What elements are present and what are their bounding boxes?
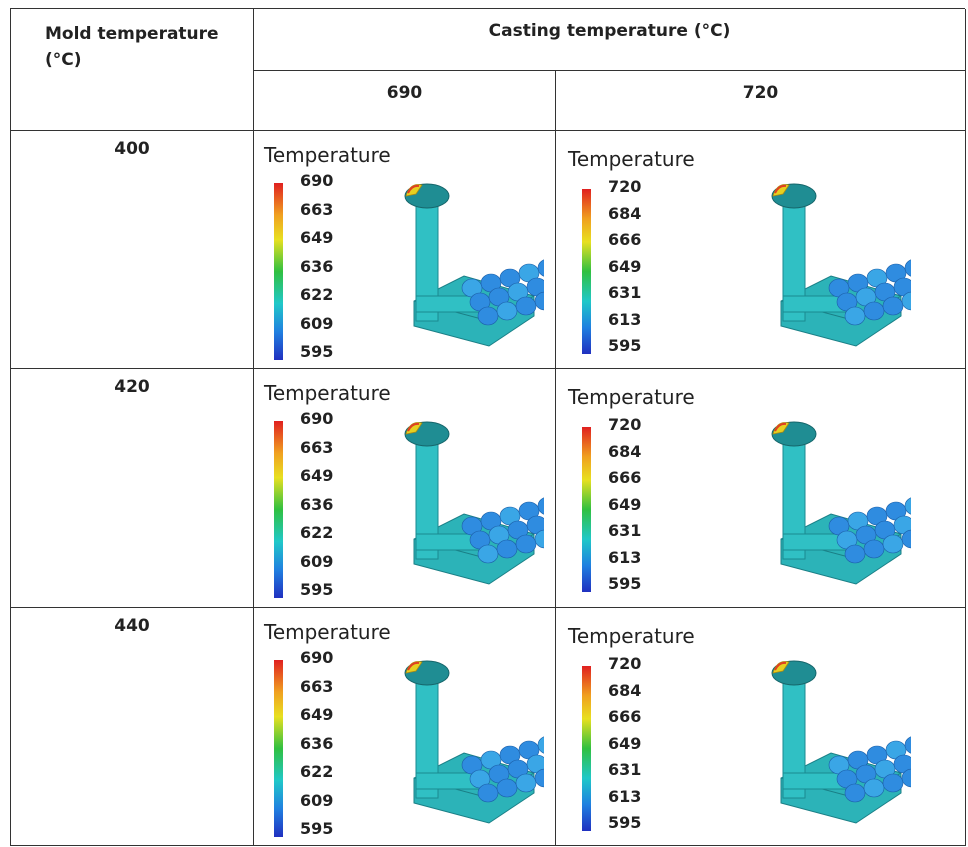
legend-label: 622	[300, 523, 333, 542]
legend-label: 649	[300, 705, 333, 724]
legend-title: Temperature	[568, 624, 695, 648]
legend-label: 666	[608, 707, 641, 726]
image-cell: Temperature 720 684 666 649 631 613 595	[556, 131, 966, 369]
legend-title: Temperature	[264, 381, 391, 405]
legend-label: 690	[300, 171, 333, 190]
color-bar	[582, 666, 591, 831]
header-col-text: 690	[387, 83, 423, 103]
row-header: 440	[11, 608, 254, 846]
legend-label: 666	[608, 230, 641, 249]
legend-label: 649	[300, 466, 333, 485]
header-casting: Casting temperature (°C)	[254, 9, 966, 71]
casting-image	[394, 414, 544, 589]
legend-label: 613	[608, 310, 641, 329]
legend-label: 622	[300, 762, 333, 781]
legend-label: 649	[608, 495, 641, 514]
table: Mold temperature (°C) Casting temperatur…	[10, 8, 965, 846]
header-col: 690	[254, 71, 556, 131]
color-bar	[274, 421, 283, 598]
color-bar	[582, 427, 591, 592]
legend-label: 663	[300, 200, 333, 219]
legend-label: 631	[608, 521, 641, 540]
legend-label: 720	[608, 654, 641, 673]
legend-label: 684	[608, 442, 641, 461]
legend-label: 720	[608, 177, 641, 196]
image-cell: Temperature 720 684 666 649 631 613 595	[556, 608, 966, 846]
legend-title: Temperature	[568, 147, 695, 171]
legend-label: 595	[608, 336, 641, 355]
legend-label: 649	[608, 257, 641, 276]
legend-label: 684	[608, 681, 641, 700]
legend-label: 666	[608, 468, 641, 487]
color-bar	[582, 189, 591, 354]
legend-label: 649	[300, 228, 333, 247]
legend-label: 690	[300, 409, 333, 428]
casting-image	[394, 653, 544, 828]
header-col: 720	[556, 71, 966, 131]
legend-label: 720	[608, 415, 641, 434]
legend-label: 690	[300, 648, 333, 667]
legend-label: 631	[608, 283, 641, 302]
color-bar	[274, 183, 283, 360]
legend-label: 663	[300, 677, 333, 696]
legend-title: Temperature	[264, 620, 391, 644]
legend-label: 631	[608, 760, 641, 779]
legend-label: 613	[608, 787, 641, 806]
page: Mold temperature (°C) Casting temperatur…	[0, 0, 968, 847]
legend-label: 609	[300, 552, 333, 571]
row-header: 420	[11, 369, 254, 608]
legend-label: 663	[300, 438, 333, 457]
casting-image	[394, 176, 544, 351]
legend-label: 636	[300, 495, 333, 514]
legend-label: 684	[608, 204, 641, 223]
legend-label: 609	[300, 314, 333, 333]
legend-label: 595	[300, 342, 333, 361]
casting-image	[761, 176, 911, 351]
casting-image	[761, 414, 911, 589]
row-header: 400	[11, 131, 254, 369]
image-cell: Temperature 690 663 649 636 622 609 595	[254, 369, 556, 608]
image-cell: Temperature 720 684 666 649 631 613 595	[556, 369, 966, 608]
legend-label: 595	[608, 813, 641, 832]
legend-title: Temperature	[568, 385, 695, 409]
row-header-text: 440	[114, 616, 150, 636]
legend-label: 609	[300, 791, 333, 810]
legend-label: 622	[300, 285, 333, 304]
legend-label: 649	[608, 734, 641, 753]
header-casting-text: Casting temperature (°C)	[489, 21, 731, 41]
header-mold-text: Mold temperature (°C)	[45, 21, 235, 73]
legend-label: 595	[608, 574, 641, 593]
legend-label: 636	[300, 257, 333, 276]
image-cell: Temperature 690 663 649 636 622 609 595	[254, 608, 556, 846]
legend-label: 595	[300, 580, 333, 599]
casting-image	[761, 653, 911, 828]
row-header-text: 400	[114, 139, 150, 159]
color-bar	[274, 660, 283, 837]
legend-title: Temperature	[264, 143, 391, 167]
legend-label: 636	[300, 734, 333, 753]
row-header-text: 420	[114, 377, 150, 397]
legend-label: 613	[608, 548, 641, 567]
image-cell: Temperature 690 663 649 636 622 609 595	[254, 131, 556, 369]
legend-label: 595	[300, 819, 333, 838]
header-col-text: 720	[743, 83, 779, 103]
header-mold: Mold temperature (°C)	[11, 9, 254, 131]
